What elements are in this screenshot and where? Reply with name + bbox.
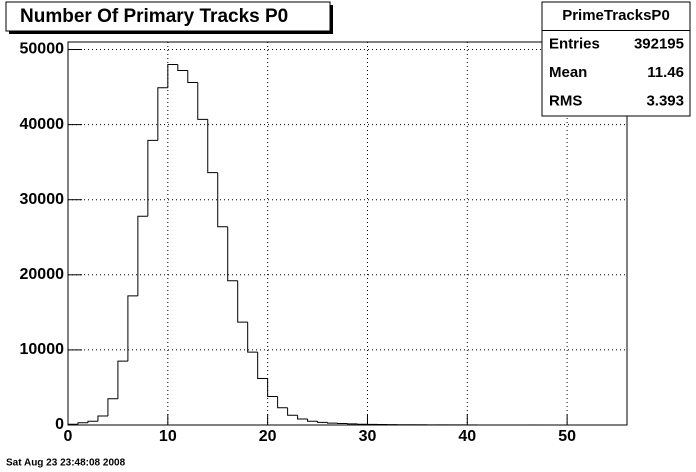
x-tick-label: 20 (259, 428, 277, 445)
histogram-bin (67, 423, 78, 425)
histogram-bin (277, 396, 288, 409)
y-tick-label: 40000 (20, 116, 65, 133)
histogram-bin (217, 172, 228, 228)
histogram-bin (77, 422, 88, 425)
stats-label: Mean (549, 64, 587, 81)
x-tick-label: 30 (359, 428, 377, 445)
histogram-bin (97, 415, 108, 422)
stats-value: 392195 (634, 36, 684, 53)
histogram-bin (127, 295, 138, 362)
y-tick-label: 10000 (20, 341, 65, 358)
stats-value: 3.393 (646, 93, 684, 110)
stats-label: Entries (549, 36, 600, 53)
x-tick-label: 50 (558, 428, 576, 445)
histogram-bin (247, 322, 258, 353)
histogram-bin (207, 119, 218, 174)
chart-title: Number Of Primary Tracks P0 (20, 6, 288, 27)
y-tick-label: 20000 (20, 266, 65, 283)
histogram-bin (307, 418, 318, 422)
x-tick-label: 0 (64, 428, 73, 445)
histogram-bin (297, 415, 308, 420)
histogram-bin (237, 280, 248, 323)
plot-frame (67, 41, 628, 426)
y-tick-label: 30000 (20, 191, 65, 208)
histogram-bin (187, 70, 198, 84)
histogram-bin (147, 139, 158, 217)
histogram-bin (157, 87, 168, 141)
histogram-bin (87, 420, 98, 423)
stats-box (541, 1, 691, 117)
histogram-bin (117, 360, 128, 399)
histogram-bin (107, 398, 118, 416)
histogram-bin (267, 378, 278, 397)
y-tick-label: 50000 (20, 41, 65, 58)
timestamp: Sat Aug 23 23:48:08 2008 (6, 458, 126, 469)
x-tick-label: 40 (458, 428, 476, 445)
histogram-bin (197, 82, 208, 120)
stats-value: 11.46 (647, 64, 684, 81)
histogram-bin (177, 64, 188, 72)
title-box (5, 1, 331, 32)
stats-title: PrimeTracksP0 (562, 7, 670, 24)
histogram-bin (317, 421, 328, 423)
x-tick-label: 10 (159, 428, 177, 445)
histogram-bin (167, 64, 178, 88)
histogram-bin (227, 226, 238, 282)
histogram-bin (327, 422, 338, 424)
stats-label: RMS (549, 93, 582, 110)
histogram-bin (257, 352, 268, 379)
histogram-bin (287, 407, 298, 416)
y-tick-label: 0 (55, 416, 64, 433)
histogram-bin (137, 215, 148, 296)
